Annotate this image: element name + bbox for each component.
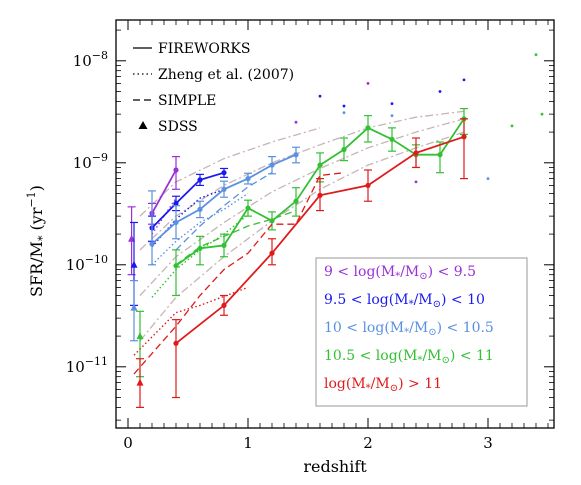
fireworks-point (437, 152, 443, 158)
fireworks-point (269, 218, 275, 224)
legend-simple: SIMPLE (158, 93, 216, 109)
simple-line (133, 172, 345, 375)
high-z-point (294, 120, 298, 124)
high-z-point (318, 94, 322, 98)
sdss-point (130, 260, 138, 268)
fireworks-point (245, 176, 251, 182)
fireworks-point (269, 162, 275, 168)
high-z-point (534, 53, 538, 57)
high-z-point (438, 90, 442, 93)
mass-legend-entry: log(M*/M⊙) > 11 (324, 376, 442, 394)
zheng-line (151, 192, 249, 266)
fireworks-point (173, 263, 179, 269)
style-legend: FIREWORKS Zheng et al. (2007) SIMPLE SDS… (133, 41, 294, 135)
sdss-point (130, 303, 138, 311)
simple-line (175, 209, 297, 266)
mass-legend-entry: 9.5 < log(M*/M⊙) < 10 (324, 292, 485, 310)
high-z-point (414, 180, 418, 184)
y-tick-label: 10−8 (73, 49, 108, 70)
fireworks-point (173, 200, 179, 206)
x-tick-label: 3 (483, 434, 493, 452)
fireworks-point (221, 186, 227, 192)
sdss-point (128, 234, 136, 242)
fireworks-point (461, 134, 467, 140)
legend-sdss: SDSS (158, 119, 198, 135)
x-axis-label: redshift (303, 457, 367, 476)
fireworks-point (149, 241, 155, 247)
high-z-point (390, 102, 394, 106)
simple-line (175, 172, 273, 251)
mass-legend-box (315, 257, 528, 407)
fireworks-point (389, 136, 395, 142)
fireworks-point (317, 192, 323, 198)
high-z-point (510, 124, 514, 128)
fireworks-point (413, 150, 419, 156)
model-curve (139, 118, 465, 296)
fireworks-point (221, 170, 227, 176)
fireworks-point (197, 177, 203, 183)
plot-area: 0 1 2 3 10−11 10−10 10−9 10−8 (66, 19, 555, 452)
sdss-point (136, 332, 144, 340)
fireworks-point (221, 302, 227, 308)
legend-triangle-sample (138, 121, 148, 129)
fireworks-point (341, 146, 347, 153)
fireworks-point (269, 250, 275, 256)
x-tick-label: 0 (123, 434, 133, 452)
fireworks-point (197, 245, 203, 251)
fireworks-point (245, 205, 251, 211)
fireworks-line (151, 169, 177, 214)
fireworks-point (173, 167, 179, 173)
high-z-point (486, 177, 490, 181)
legend-fireworks: FIREWORKS (158, 41, 250, 57)
zheng-line (133, 286, 249, 356)
plot-frame (115, 19, 555, 429)
fireworks-point (197, 206, 203, 212)
model-curve (139, 131, 465, 342)
mass-legend-entry: 10.5 < log(M*/M⊙) < 11 (324, 348, 494, 366)
fireworks-point (293, 198, 299, 204)
y-axis-label: SFR/M* (yr−1) (25, 185, 49, 297)
fireworks-point (365, 182, 371, 189)
mass-legend-entry: 9 < log(M*/M⊙) < 9.5 (324, 264, 476, 282)
high-z-point (462, 78, 466, 82)
zheng-line (151, 188, 225, 248)
high-z-point (342, 111, 346, 115)
high-z-point (366, 82, 370, 85)
zheng-line (151, 214, 249, 298)
mass-legend: 9 < log(M*/M⊙) < 9.5 9.5 < log(M*/M⊙) < 1… (324, 264, 494, 394)
high-z-point (540, 112, 544, 116)
fireworks-point (173, 340, 179, 346)
fireworks-point (293, 152, 299, 158)
x-tick-label: 1 (243, 434, 253, 452)
y-tick-label: 10−9 (73, 151, 108, 172)
y-tick-label: 10−10 (66, 253, 108, 274)
fireworks-line (151, 171, 225, 229)
mass-legend-entry: 10 < log(M*/M⊙) < 10.5 (324, 320, 494, 338)
x-tick-label: 2 (363, 434, 373, 452)
legend-zheng: Zheng et al. (2007) (158, 67, 294, 83)
sdss-point (136, 378, 144, 386)
y-tick-label: 10−11 (66, 355, 108, 376)
high-z-point (390, 114, 394, 118)
high-z-point (342, 104, 346, 108)
fireworks-point (365, 125, 371, 131)
fireworks-point (317, 162, 323, 168)
fireworks-point (221, 242, 227, 248)
fireworks-point (173, 219, 179, 226)
